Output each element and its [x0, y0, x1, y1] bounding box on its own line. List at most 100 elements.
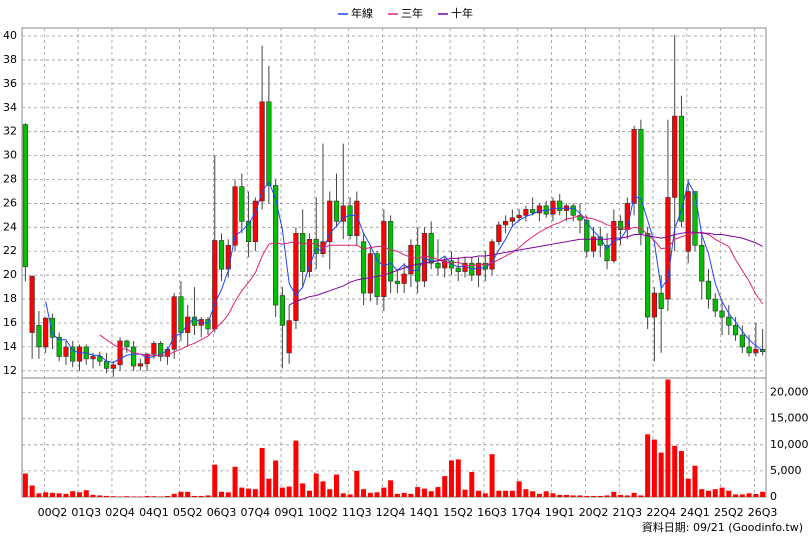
volume-bar	[259, 447, 265, 497]
candle-body	[421, 233, 428, 282]
candle-body	[645, 233, 651, 318]
volume-bar	[29, 485, 35, 497]
y2-tick-label: 10,000	[770, 438, 808, 451]
volume-bar	[381, 487, 387, 497]
volume-bar	[90, 494, 96, 497]
volume-bar	[246, 488, 252, 497]
candle-body	[63, 346, 69, 357]
volume-bar	[354, 470, 360, 497]
candle-body	[732, 325, 739, 336]
volume-bar	[706, 490, 712, 497]
volume-bar	[252, 489, 258, 497]
candle-body	[557, 200, 563, 211]
volume-bar	[678, 451, 684, 497]
candle-body	[70, 346, 76, 362]
volume-bar	[49, 492, 55, 497]
volume-bar	[570, 495, 576, 497]
candle-body	[158, 343, 164, 357]
candle-body	[678, 115, 685, 222]
volume-bar	[97, 495, 103, 497]
candle-body	[117, 340, 123, 366]
volume-bar	[239, 487, 245, 497]
candle-body	[475, 262, 482, 276]
candle-body	[590, 236, 597, 252]
candle-body	[313, 238, 319, 254]
y-tick-label: 14	[3, 340, 17, 353]
candle-body	[178, 296, 184, 333]
candle-body	[746, 346, 752, 354]
volume-bar	[70, 491, 76, 497]
x-tick-label: 10Q2	[308, 506, 338, 519]
volume-bar	[401, 492, 407, 497]
candle-body	[56, 337, 62, 357]
volume-bar	[43, 492, 49, 497]
x-tick-label: 06Q3	[207, 506, 237, 519]
volume-bar	[665, 379, 671, 497]
candle-body	[347, 205, 353, 237]
x-tick-label: 20Q2	[579, 506, 609, 519]
volume-bar	[523, 489, 529, 497]
volume-bar	[530, 491, 536, 497]
candle-body	[205, 319, 211, 330]
volume-bar	[286, 486, 292, 497]
x-tick-label: 16Q3	[477, 506, 507, 519]
volume-bar	[712, 489, 718, 497]
volume-bar	[367, 492, 373, 497]
candle-body	[502, 221, 509, 226]
candle-body	[753, 349, 759, 354]
volume-bar	[482, 493, 488, 497]
candle-body	[360, 241, 367, 294]
candle-body	[225, 244, 231, 270]
volume-bar	[266, 478, 272, 497]
volume-bar	[462, 489, 468, 497]
candle-body	[455, 267, 461, 272]
candle-body	[273, 185, 279, 306]
volume-bar	[672, 445, 678, 497]
candle-body	[726, 316, 732, 326]
volume-bar	[313, 473, 319, 497]
volume-bar	[131, 496, 137, 497]
volume-bar	[536, 493, 542, 497]
x-tick-label: 02Q4	[105, 506, 135, 519]
volume-bar	[448, 460, 454, 497]
volume-bar	[516, 481, 522, 497]
candle-body	[604, 244, 610, 262]
volume-bar	[442, 476, 448, 497]
candle-body	[306, 238, 313, 272]
legend-label: 年線	[351, 6, 373, 20]
candle-body	[658, 292, 664, 309]
candle-body	[408, 244, 414, 275]
volume-bar	[746, 493, 752, 497]
candle-body	[300, 233, 306, 272]
volume-bar	[191, 495, 197, 497]
volume-bar	[455, 459, 461, 497]
y-tick-label: 20	[3, 268, 17, 281]
volume-bar	[110, 496, 116, 497]
x-tick-label: 14Q1	[410, 506, 440, 519]
candle-body	[530, 209, 536, 214]
y2-tick-label: 20,000	[770, 386, 808, 399]
volume-bar	[428, 491, 434, 497]
volume-bar	[124, 496, 130, 497]
volume-bar	[733, 494, 739, 497]
ma-line	[45, 180, 763, 363]
candle-body	[259, 101, 265, 202]
volume-bar	[205, 495, 211, 497]
volume-bar	[557, 494, 563, 497]
candle-body	[536, 205, 543, 214]
candle-body	[232, 186, 238, 246]
candle-body	[699, 244, 705, 282]
candle-body	[90, 356, 96, 360]
plot-frame	[21, 27, 767, 498]
volume-bar	[83, 490, 89, 497]
volume-bar	[158, 496, 164, 497]
volume-bar	[212, 464, 218, 497]
y-tick-label: 40	[3, 29, 17, 42]
y-tick-label: 16	[3, 316, 17, 329]
volume-bar	[306, 490, 312, 497]
volume-bar	[347, 494, 353, 497]
candle-body	[651, 292, 657, 318]
volume-bar	[225, 492, 231, 497]
volume-bar	[56, 493, 62, 497]
volume-bar	[279, 487, 285, 497]
